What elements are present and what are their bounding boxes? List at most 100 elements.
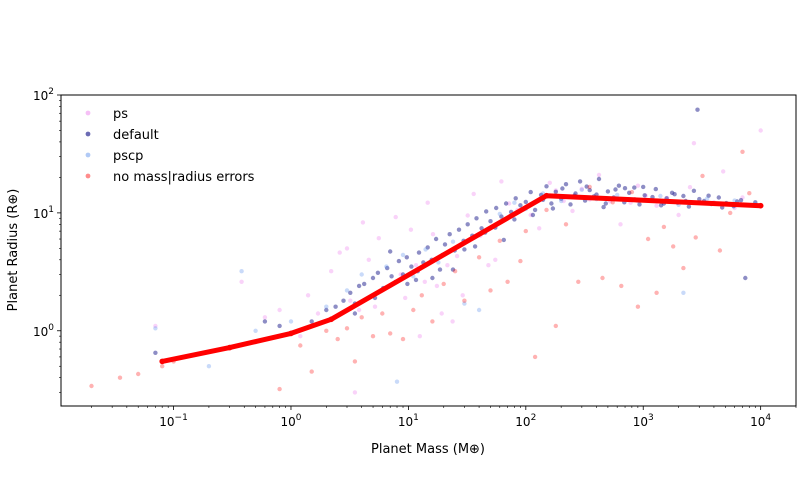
data-point: [450, 239, 456, 244]
data-point: [706, 193, 711, 198]
data-point: [430, 275, 435, 281]
data-point: [388, 331, 393, 336]
data-point: [445, 263, 450, 268]
data-point: [716, 195, 721, 200]
legend-item: default: [85, 128, 159, 143]
data-point: [277, 386, 282, 392]
data-point: [447, 232, 452, 237]
data-point: [553, 323, 558, 329]
data-point: [695, 107, 700, 112]
data-point: [629, 189, 635, 195]
data-point: [618, 222, 623, 227]
points-layer: [89, 107, 763, 395]
data-point: [117, 375, 123, 380]
data-point: [239, 269, 244, 274]
data-point: [512, 217, 517, 222]
data-point: [579, 186, 584, 191]
x-axis-label: Planet Mass (M⊕): [371, 442, 485, 457]
data-point: [661, 224, 667, 230]
data-point: [501, 237, 506, 243]
data-point: [530, 212, 536, 218]
data-point: [497, 238, 502, 243]
data-point: [596, 176, 602, 182]
fit-line-point: [543, 192, 550, 199]
data-point: [136, 371, 141, 377]
data-point: [400, 252, 406, 258]
data-point: [479, 226, 484, 231]
data-point: [499, 214, 504, 219]
data-point: [362, 281, 367, 287]
data-point: [654, 203, 659, 208]
data-point: [738, 198, 744, 203]
data-point: [596, 172, 602, 178]
data-point: [239, 279, 244, 284]
data-point: [603, 201, 608, 206]
fit-line-point: [328, 316, 335, 323]
data-point: [537, 226, 542, 231]
data-point: [518, 258, 523, 264]
data-point: [335, 336, 340, 342]
data-point: [681, 193, 686, 199]
legend-label: pscp: [113, 149, 143, 164]
data-point: [728, 210, 733, 216]
data-point: [559, 198, 564, 204]
data-point: [568, 202, 573, 207]
fit-line-layer: [159, 192, 764, 365]
data-point: [681, 290, 686, 295]
legend-marker: [85, 173, 91, 179]
data-point: [653, 186, 658, 192]
data-point: [635, 183, 641, 188]
data-point: [654, 290, 659, 295]
data-point: [576, 279, 581, 284]
data-point: [499, 179, 504, 184]
data-point: [450, 267, 456, 272]
x-tick-label: 103: [633, 413, 654, 429]
data-point: [389, 274, 394, 279]
data-point: [416, 250, 422, 255]
data-point: [587, 184, 592, 190]
data-point: [532, 207, 538, 213]
y-tick-label: 100: [33, 323, 54, 339]
data-point: [315, 311, 321, 316]
data-point: [439, 311, 444, 316]
data-point: [474, 216, 479, 221]
data-point: [394, 379, 400, 384]
data-point: [153, 326, 158, 331]
data-point: [89, 383, 94, 389]
data-point: [615, 192, 620, 198]
data-point: [605, 189, 611, 194]
data-point: [393, 214, 398, 220]
data-point: [549, 201, 554, 206]
data-point: [747, 191, 752, 196]
data-point: [262, 319, 268, 324]
data-point: [700, 173, 705, 179]
data-point: [206, 364, 212, 369]
data-point: [579, 187, 584, 192]
data-point: [484, 209, 489, 214]
data-point: [352, 359, 358, 364]
data-point: [384, 264, 389, 269]
data-point: [637, 202, 642, 207]
data-point: [388, 249, 393, 254]
data-point: [288, 319, 294, 324]
data-point: [671, 244, 676, 249]
data-point: [413, 277, 419, 283]
fit-line-point: [757, 202, 764, 209]
data-point: [645, 236, 651, 242]
data-point: [600, 275, 605, 281]
data-point: [324, 304, 329, 309]
data-point: [309, 319, 314, 324]
data-point: [153, 350, 158, 355]
x-tick-label: 101: [398, 413, 419, 429]
data-point: [686, 204, 692, 209]
data-point: [697, 196, 702, 202]
data-point: [505, 279, 510, 284]
data-point: [693, 235, 698, 240]
legend-item: no mass|radius errors: [85, 170, 255, 185]
x-tick-label: 102: [515, 413, 536, 429]
data-point: [553, 189, 558, 194]
data-point: [544, 184, 549, 189]
data-point: [460, 293, 465, 298]
x-tick-label: 104: [750, 413, 771, 429]
data-point: [356, 283, 362, 289]
